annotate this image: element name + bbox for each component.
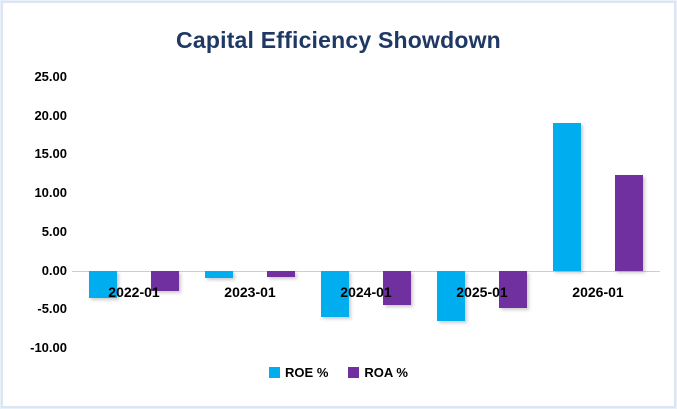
x-axis-category-label: 2022-01 bbox=[108, 283, 160, 300]
bar-roe-2023-01[interactable] bbox=[205, 270, 233, 279]
y-axis-tick-label: 10.00 bbox=[34, 185, 67, 201]
y-axis-tick-label: 25.00 bbox=[34, 69, 67, 84]
x-axis-category-label: 2023-01 bbox=[224, 283, 276, 300]
x-axis-category-label: 2025-01 bbox=[456, 283, 508, 300]
legend-label-roe: ROE % bbox=[285, 365, 329, 380]
chart-legend: ROE % ROA % bbox=[3, 365, 674, 380]
x-axis-category-label: 2026-01 bbox=[572, 283, 624, 300]
zero-gridline bbox=[72, 270, 660, 272]
bar-roa-2024-01[interactable] bbox=[383, 270, 411, 306]
y-axis-tick-label: -10.00 bbox=[30, 340, 67, 355]
y-axis-tick-label: -5.00 bbox=[37, 301, 67, 317]
chart-title: Capital Efficiency Showdown bbox=[176, 27, 501, 53]
roe-swatch-icon bbox=[269, 367, 281, 378]
y-axis: 25.00 20.00 15.00 10.00 5.00 0.00 -5.00 -10.00 bbox=[3, 3, 67, 406]
y-axis-tick-label: 0.00 bbox=[41, 262, 67, 278]
y-axis-tick-label: 5.00 bbox=[41, 223, 67, 239]
x-axis-category-label: 2024-01 bbox=[340, 283, 392, 300]
bar-roa-2025-01[interactable] bbox=[499, 270, 527, 308]
chart-plot-area: 2022-01 2023-01 2024-01 2025-01 2026-01 bbox=[72, 77, 660, 348]
y-axis-tick-label: 20.00 bbox=[34, 107, 67, 123]
bar-roa-2023-01[interactable] bbox=[267, 270, 295, 277]
roa-swatch-icon bbox=[348, 367, 360, 378]
y-axis-tick-label: 15.00 bbox=[34, 146, 67, 162]
legend-item-roa[interactable]: ROA % bbox=[348, 365, 408, 380]
legend-label-roa: ROA % bbox=[364, 365, 408, 380]
legend-item-roe[interactable]: ROE % bbox=[269, 365, 328, 380]
bar-roa-2022-01[interactable] bbox=[151, 270, 179, 292]
bar-roe-2022-01[interactable] bbox=[89, 270, 117, 298]
bar-roe-2025-01[interactable] bbox=[437, 270, 465, 321]
bar-roe-2026-01[interactable] bbox=[553, 123, 581, 271]
bar-roa-2026-01[interactable] bbox=[615, 174, 643, 271]
bar-roe-2024-01[interactable] bbox=[321, 270, 349, 318]
